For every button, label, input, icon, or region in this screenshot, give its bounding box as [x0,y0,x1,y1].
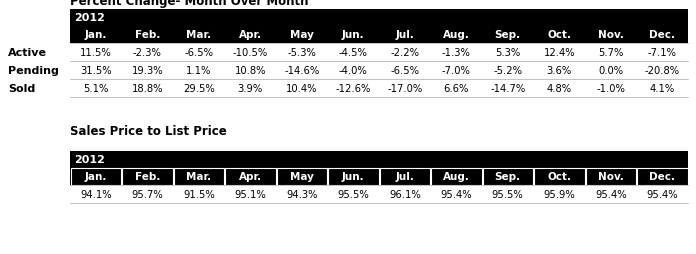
Text: Feb.: Feb. [134,30,160,40]
Bar [70,151,688,167]
Text: Sales Price to List Price: Sales Price to List Price [70,124,227,137]
Text: 1.1%: 1.1% [186,66,212,76]
Text: -12.6%: -12.6% [335,84,371,94]
Text: -2.3%: -2.3% [133,48,161,58]
Bar [431,168,482,185]
Text: 10.8%: 10.8% [235,66,266,76]
Text: Percent Change- Month Over Month: Percent Change- Month Over Month [70,0,308,8]
Text: -6.5%: -6.5% [390,66,419,76]
Text: Dec.: Dec. [649,171,675,181]
Text: 94.3%: 94.3% [286,189,317,199]
Text: 94.1%: 94.1% [80,189,111,199]
Text: 5.1%: 5.1% [83,84,109,94]
Text: 2012: 2012 [74,154,105,164]
Text: Jan.: Jan. [84,171,107,181]
Text: 95.4%: 95.4% [647,189,678,199]
Text: 5.7%: 5.7% [598,48,624,58]
Bar [173,168,224,185]
Text: 4.8%: 4.8% [546,84,572,94]
Text: May: May [290,30,314,40]
Text: Oct.: Oct. [547,30,571,40]
Text: 29.5%: 29.5% [183,84,214,94]
Text: -14.6%: -14.6% [284,66,319,76]
Text: May: May [290,171,314,181]
Text: Sep.: Sep. [495,171,521,181]
Text: Jun.: Jun. [342,171,365,181]
Text: -6.5%: -6.5% [184,48,213,58]
Text: -20.8%: -20.8% [644,66,680,76]
Text: Jul.: Jul. [395,171,414,181]
Text: -1.0%: -1.0% [596,84,625,94]
Bar [225,168,276,185]
Bar [70,10,688,26]
Text: Oct.: Oct. [547,171,571,181]
Text: Jan.: Jan. [84,30,107,40]
Text: Sold: Sold [8,84,35,94]
Text: -10.5%: -10.5% [232,48,268,58]
Text: -2.2%: -2.2% [390,48,419,58]
Text: Jul.: Jul. [395,30,414,40]
Text: 95.7%: 95.7% [132,189,163,199]
Text: -7.0%: -7.0% [442,66,470,76]
Text: 95.1%: 95.1% [235,189,266,199]
Text: 5.3%: 5.3% [495,48,521,58]
Text: Dec.: Dec. [649,30,675,40]
Bar [482,168,533,185]
Text: 95.9%: 95.9% [544,189,575,199]
Text: Aug.: Aug. [443,30,470,40]
Bar [70,167,688,185]
Text: 19.3%: 19.3% [132,66,163,76]
Bar [276,168,327,185]
Text: Feb.: Feb. [134,171,160,181]
Text: -7.1%: -7.1% [648,48,677,58]
Text: 3.9%: 3.9% [237,84,263,94]
Text: 11.5%: 11.5% [80,48,111,58]
Text: Aug.: Aug. [443,171,470,181]
Text: 0.0%: 0.0% [598,66,624,76]
Text: -4.0%: -4.0% [339,66,367,76]
Bar [122,168,173,185]
Text: 95.5%: 95.5% [338,189,369,199]
Text: 31.5%: 31.5% [80,66,111,76]
Text: 2012: 2012 [74,13,105,23]
Text: 95.5%: 95.5% [492,189,523,199]
Text: Active: Active [8,48,47,58]
Text: -17.0%: -17.0% [387,84,422,94]
Text: Nov.: Nov. [598,171,624,181]
Text: Apr.: Apr. [239,30,262,40]
Text: Pending: Pending [8,66,59,76]
Text: -5.2%: -5.2% [493,66,522,76]
Text: 4.1%: 4.1% [649,84,675,94]
Text: 18.8%: 18.8% [132,84,163,94]
Bar [70,168,121,185]
Text: -14.7%: -14.7% [490,84,525,94]
Text: Mar.: Mar. [187,30,212,40]
Bar [328,168,379,185]
Text: 95.4%: 95.4% [441,189,472,199]
Text: -1.3%: -1.3% [442,48,470,58]
Text: 95.4%: 95.4% [595,189,626,199]
Bar [534,168,585,185]
Bar [585,168,636,185]
Text: 3.6%: 3.6% [546,66,572,76]
Text: 96.1%: 96.1% [389,189,420,199]
Text: 12.4%: 12.4% [544,48,575,58]
Text: Jun.: Jun. [342,30,365,40]
Text: 91.5%: 91.5% [183,189,214,199]
Text: -5.3%: -5.3% [287,48,316,58]
Text: Sep.: Sep. [495,30,521,40]
Text: -4.5%: -4.5% [339,48,367,58]
Bar [637,168,688,185]
Text: Apr.: Apr. [239,171,262,181]
Bar [70,26,688,44]
Text: 6.6%: 6.6% [443,84,469,94]
Bar [379,168,430,185]
Text: Mar.: Mar. [187,171,212,181]
Text: 10.4%: 10.4% [286,84,317,94]
Text: Nov.: Nov. [598,30,624,40]
